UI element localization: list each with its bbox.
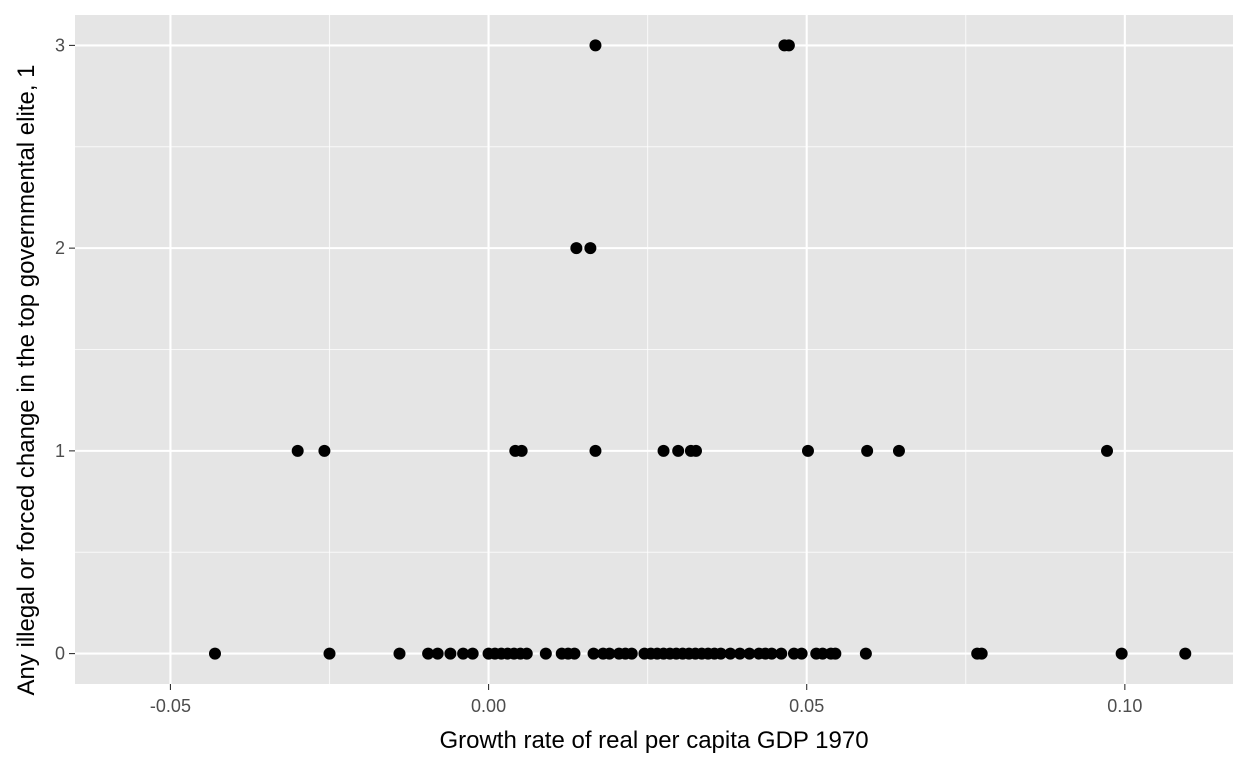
data-point <box>816 647 829 660</box>
data-point <box>444 647 457 660</box>
data-point <box>318 444 331 457</box>
data-point <box>859 647 872 660</box>
data-point <box>208 647 221 660</box>
data-point <box>323 647 336 660</box>
data-point <box>457 647 470 660</box>
minor-gridlines <box>75 15 1233 684</box>
data-point <box>714 647 727 660</box>
data-point <box>724 647 737 660</box>
y-tick-label: 1 <box>55 441 65 461</box>
data-point <box>975 647 988 660</box>
data-point <box>657 444 670 457</box>
y-tick-label: 2 <box>55 238 65 258</box>
data-point <box>1101 444 1114 457</box>
x-axis-title: Growth rate of real per capita GDP 1970 <box>439 727 868 754</box>
data-point <box>782 39 795 52</box>
data-point <box>539 647 552 660</box>
data-point <box>765 647 778 660</box>
x-axis: -0.05 0.00 0.05 0.10 <box>150 684 1142 716</box>
data-point <box>1115 647 1128 660</box>
y-axis: 0 1 2 3 <box>55 35 75 664</box>
data-point <box>422 647 435 660</box>
data-point <box>466 647 479 660</box>
data-point <box>892 444 905 457</box>
data-point <box>570 242 583 255</box>
data-point <box>520 647 533 660</box>
data-point <box>689 444 702 457</box>
data-point <box>589 39 602 52</box>
x-tick-label: 0.05 <box>789 696 824 716</box>
data-point <box>587 647 600 660</box>
data-point <box>625 647 638 660</box>
x-tick-label: 0.00 <box>471 696 506 716</box>
data-point <box>589 444 602 457</box>
data-point <box>431 647 444 660</box>
data-point <box>584 242 597 255</box>
data-point <box>515 444 528 457</box>
data-points <box>208 39 1192 660</box>
data-point <box>829 647 842 660</box>
x-tick-label: -0.05 <box>150 696 191 716</box>
data-point <box>568 647 581 660</box>
data-point <box>1179 647 1192 660</box>
data-point <box>291 444 304 457</box>
x-tick-label: 0.10 <box>1107 696 1142 716</box>
data-point <box>393 647 406 660</box>
data-point <box>801 444 814 457</box>
y-tick-label: 3 <box>55 35 65 55</box>
data-point <box>775 647 788 660</box>
data-point <box>795 647 808 660</box>
data-point <box>603 647 616 660</box>
y-axis-title: Any illegal or forced change in the top … <box>13 64 40 695</box>
y-tick-label: 0 <box>55 644 65 664</box>
data-point <box>672 444 685 457</box>
data-point <box>733 647 746 660</box>
data-point <box>743 647 756 660</box>
data-point <box>861 444 874 457</box>
